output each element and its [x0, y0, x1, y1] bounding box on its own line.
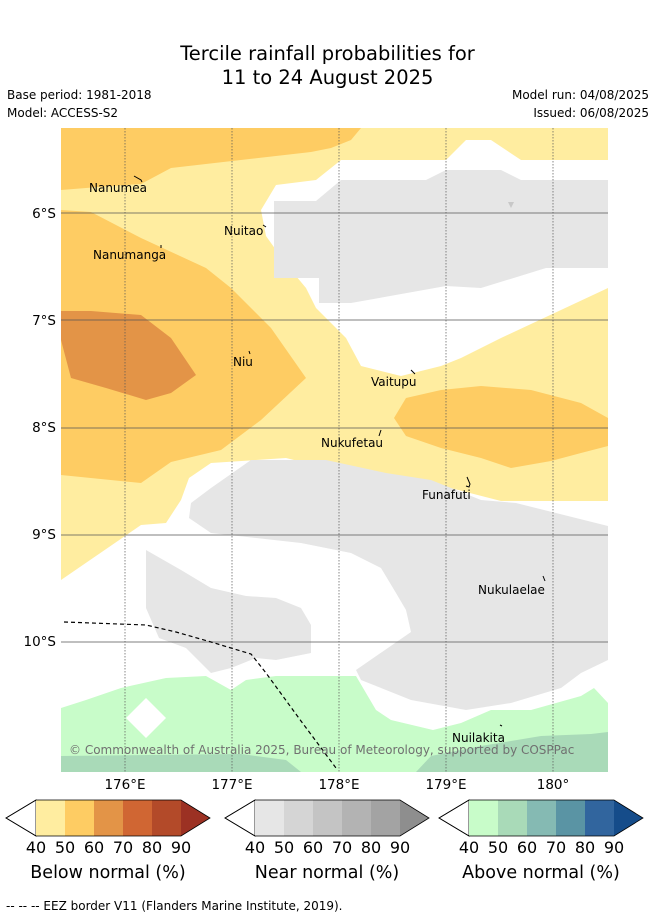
cb-tick: 70 [545, 838, 567, 857]
lon-label: 178°E [318, 777, 360, 793]
issued-date: Issued: 06/08/2025 [533, 106, 649, 120]
model-name: Model: ACCESS-S2 [7, 106, 119, 120]
map-title-line-1: Tercile rainfall probabilities for [180, 42, 475, 65]
nukufetau-island [378, 429, 382, 437]
place-label: Nanumanga [93, 248, 167, 262]
cb-tick: 40 [25, 838, 47, 857]
below-normal-40-zone [61, 128, 608, 580]
nuilakita-island [499, 724, 503, 727]
cb-tick: 50 [487, 838, 509, 857]
cb-near-cell [400, 800, 429, 836]
place-label: Vaitupu [371, 375, 417, 389]
place-label: Funafuti [422, 488, 471, 502]
cb-tick: 80 [141, 838, 163, 857]
eez-border [63, 621, 337, 769]
lat-label: 8°S [32, 420, 56, 436]
cb-above-cell [469, 800, 498, 836]
lon-label: 180° [536, 777, 570, 793]
cb-tick: 50 [54, 838, 76, 857]
vaitupu-island [410, 369, 416, 375]
place-label: Nanumea [89, 181, 147, 195]
cb-above-cell [585, 800, 614, 836]
cb-tick: 90 [170, 838, 192, 857]
lat-label: 9°S [32, 527, 56, 543]
cb-tick: 90 [603, 838, 625, 857]
cb-below-cell [36, 800, 65, 836]
place-label: Nukulaelae [478, 583, 545, 597]
cb-below-cell [65, 800, 94, 836]
cb-near-cell [313, 800, 342, 836]
colorbar-near-normal [224, 799, 430, 837]
model-run: Model run: 04/08/2025 [511, 88, 649, 102]
cb-tick: 60 [83, 838, 105, 857]
nuitao-island [262, 224, 267, 228]
cb-near-cell [371, 800, 400, 836]
cb-tick: 40 [244, 838, 266, 857]
cb-tick: 90 [389, 838, 411, 857]
cb-above-cell [556, 800, 585, 836]
cb-tick: 70 [112, 838, 134, 857]
cb-near-cell [342, 800, 371, 836]
cb-tick: 50 [273, 838, 295, 857]
niu-island [248, 350, 251, 355]
nanumea-island [133, 175, 143, 183]
cb-tick: 60 [516, 838, 538, 857]
place-label: Nukufetau [321, 436, 384, 450]
above-normal-50-zone [61, 754, 301, 772]
cb-above-cell [614, 800, 643, 836]
near-normal-40-zone [274, 170, 608, 303]
cb-tick: 60 [302, 838, 324, 857]
lon-label: 176°E [104, 777, 146, 793]
copyright-notice: © Commonwealth of Australia 2025, Bureau… [69, 743, 575, 757]
legend-title-below-normal: Below normal (%) [30, 863, 186, 883]
cb-near-cell [255, 800, 284, 836]
legend-title-near-normal: Near normal (%) [254, 863, 400, 883]
map-title-line-2: 11 to 24 August 2025 [221, 66, 434, 89]
cb-below-cell [181, 800, 210, 836]
lon-label: 179°E [425, 777, 467, 793]
place-label: Niu [233, 355, 253, 369]
below-normal-50-zone [61, 128, 361, 190]
cb-above-cell [498, 800, 527, 836]
place-label: Nuitao [224, 224, 264, 238]
cb-tick: 80 [574, 838, 596, 857]
legend-title-above-normal: Above normal (%) [462, 863, 620, 883]
funafuti-island [465, 476, 471, 488]
colorbar-below-normal [5, 799, 211, 837]
cb-below-cell [152, 800, 181, 836]
cb-tick: 70 [331, 838, 353, 857]
lat-label: 7°S [32, 313, 56, 329]
eez-border-note: -- -- -- EEZ border V11 (Flanders Marine… [6, 899, 343, 913]
colorbar-above-normal [438, 799, 644, 837]
cb-tick: 80 [360, 838, 382, 857]
nukulaelae-island [542, 575, 546, 582]
cb-above-cell [527, 800, 556, 836]
cb-below-cell [123, 800, 152, 836]
lat-label: 6°S [32, 206, 56, 222]
cb-below-cell [94, 800, 123, 836]
base-period: Base period: 1981-2018 [7, 88, 152, 102]
place-label: Nuilakita [452, 731, 505, 745]
cb-tick: 40 [458, 838, 480, 857]
rainfall-map [61, 128, 608, 772]
below-normal-60-zone [61, 311, 196, 400]
cb-near-cell [284, 800, 313, 836]
lon-label: 177°E [211, 777, 253, 793]
lat-label: 10°S [23, 634, 57, 650]
